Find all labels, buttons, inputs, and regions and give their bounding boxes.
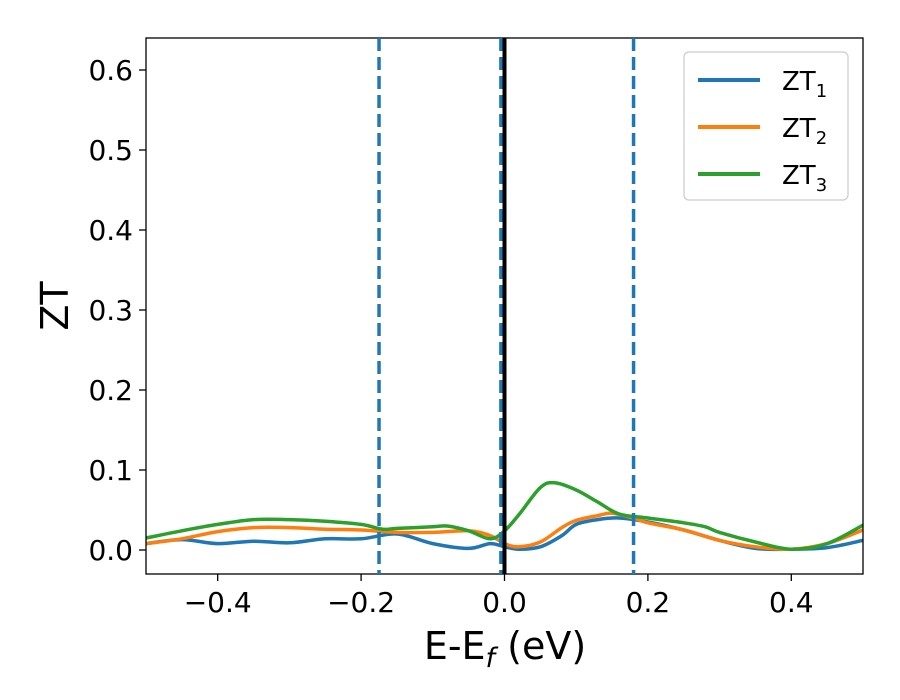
y-tick-label: 0.2 — [88, 374, 133, 407]
x-tick-label: −0.2 — [327, 586, 395, 619]
legend-label: ZT1 — [782, 67, 827, 102]
y-tick-label: 0.1 — [88, 454, 133, 487]
y-tick-label: 0.4 — [88, 214, 133, 247]
series-line-zt3 — [146, 480, 863, 551]
x-axis-label: E-Ef (eV) — [424, 624, 586, 674]
series-lines — [146, 480, 863, 552]
legend-label: ZT2 — [782, 114, 827, 149]
y-tick-label: 0.5 — [88, 134, 133, 167]
y-tick-label: 0.6 — [88, 54, 133, 87]
x-tick-label: 0.2 — [626, 586, 671, 619]
y-axis-label: ZT — [33, 281, 77, 331]
x-axis-ticks: −0.4 −0.2 0.0 0.2 0.4 — [184, 574, 814, 619]
legend-label: ZT3 — [782, 161, 827, 196]
y-tick-label: 0.0 — [88, 534, 133, 567]
y-tick-label: 0.3 — [88, 294, 133, 327]
y-axis-ticks: 0.0 0.1 0.2 0.3 0.4 0.5 0.6 — [88, 54, 146, 567]
vertical-lines — [377, 38, 636, 574]
x-tick-label: 0.4 — [769, 586, 814, 619]
x-tick-label: −0.4 — [184, 586, 252, 619]
series-line-zt2 — [146, 511, 863, 552]
legend-box — [683, 51, 849, 201]
x-tick-label: 0.0 — [482, 586, 527, 619]
legend: ZT1 ZT2 ZT3 — [683, 51, 849, 201]
